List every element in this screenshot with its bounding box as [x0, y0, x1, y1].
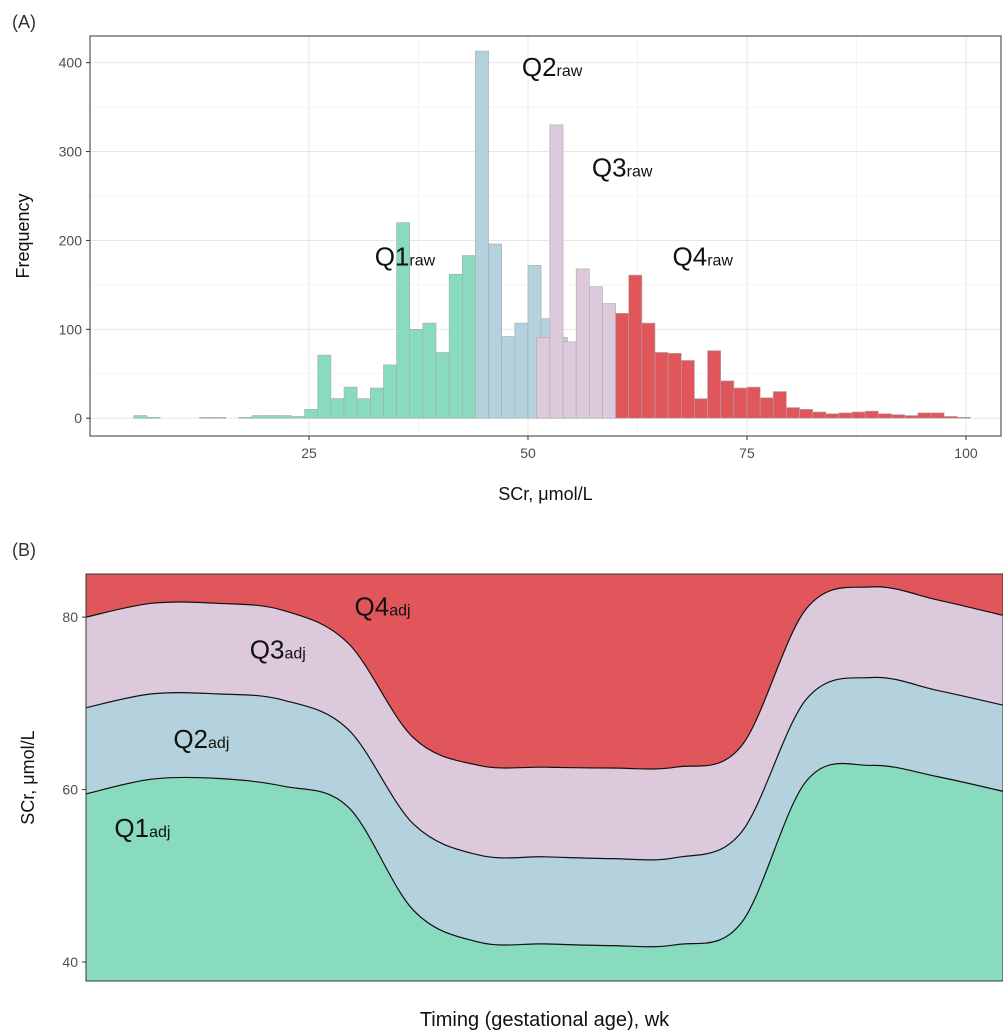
histogram-bar [536, 337, 551, 419]
area-band-q2 [86, 677, 1003, 947]
histogram-bar [851, 411, 866, 419]
histogram-bar [251, 415, 266, 419]
area-band-q1 [86, 763, 1003, 981]
band-label-q2: Q2adj [173, 724, 229, 754]
histogram-bar [370, 387, 384, 419]
histogram-bar [917, 412, 932, 419]
histogram-bar [759, 397, 774, 419]
histogram-bar [212, 417, 227, 419]
histogram-bar [575, 268, 590, 419]
histogram-bar [238, 417, 253, 419]
group-label-q2: Q2raw [522, 52, 583, 82]
histogram-bar [383, 364, 397, 419]
histogram-bar [304, 409, 319, 419]
histogram-bar [772, 391, 787, 419]
histogram-bar [133, 415, 148, 419]
histogram-bar [488, 243, 503, 419]
y-axis-title: SCr, μmol/L [18, 730, 38, 824]
boundary-line-1 [85, 762, 1003, 948]
histogram-bar [799, 409, 813, 419]
panel-a-label: (A) [12, 12, 36, 32]
histogram-bar [278, 415, 292, 419]
histogram-bar [602, 303, 616, 419]
y-tick-label: 400 [59, 55, 83, 71]
histogram-bar [733, 387, 748, 419]
y-tick-label: 40 [62, 954, 78, 970]
y-tick-label: 0 [74, 410, 82, 426]
band-label-q1: Q1adj [114, 813, 170, 843]
histogram-bar [680, 360, 695, 419]
histogram-bar [786, 407, 800, 419]
histogram-bar [628, 274, 643, 419]
band-label-q4: Q4adj [355, 591, 411, 621]
histogram-bar [409, 329, 424, 419]
boundary-line-2 [85, 676, 1003, 861]
area-chart: Q1adj Q2adj Q3adj Q4adj 40 60 80 Timing (gestat… [18, 573, 1003, 1031]
y-tick-label: 60 [62, 782, 78, 798]
histogram-bar [694, 398, 708, 419]
histogram-chart: Q1raw Q2raw Q3raw Q4raw 25 50 75 100 0 100 200 300 4… [13, 35, 1002, 504]
histogram-bar [435, 352, 450, 419]
histogram-bar [501, 336, 516, 419]
histogram-bar [641, 322, 656, 419]
y-tick-label: 300 [59, 144, 83, 160]
histogram-bar [891, 414, 905, 419]
histogram-bar [878, 413, 892, 419]
histogram-bar [812, 411, 827, 419]
y-tick-label: 200 [59, 232, 83, 248]
histogram-bar [317, 354, 332, 419]
histogram-bar [562, 341, 577, 419]
histogram-bar [864, 410, 879, 419]
histogram-bar [422, 322, 437, 419]
band-label-q3: Q3adj [250, 635, 306, 665]
histogram-bar [904, 415, 919, 419]
histogram-bar [330, 398, 345, 419]
group-label-q3: Q3raw [592, 152, 653, 182]
y-tick-label: 80 [62, 609, 78, 625]
histogram-bar [956, 417, 971, 419]
plot-frame [85, 573, 1003, 982]
histogram-bar [667, 353, 682, 419]
x-axis-title: Timing (gestational age), wk [420, 1009, 670, 1031]
x-tick-label: 100 [954, 445, 978, 461]
histogram-bar [461, 255, 476, 419]
histogram-bar [707, 350, 721, 419]
histogram-bar [838, 412, 853, 419]
histogram-bar [825, 413, 840, 419]
histogram-bar [356, 398, 371, 419]
area-band-q3 [86, 586, 1003, 860]
boundary-line-3 [85, 586, 1003, 770]
histogram-bar [654, 352, 669, 419]
histogram-bar [746, 386, 761, 419]
histogram-bar [146, 417, 161, 419]
group-label-q4: Q4raw [673, 241, 734, 271]
histogram-bar [448, 273, 463, 419]
x-tick-label: 25 [301, 445, 317, 461]
histogram-bar [549, 124, 564, 419]
x-tick-label: 50 [520, 445, 536, 461]
y-tick-label: 100 [59, 321, 83, 337]
area-band-q4 [86, 574, 1003, 769]
histogram-bar [475, 50, 489, 419]
plot-frame [89, 35, 1002, 437]
histogram-bar [343, 386, 358, 419]
x-axis-title: SCr, μmol/L [498, 484, 592, 504]
group-label-q1: Q1raw [375, 241, 436, 271]
histogram-bar [943, 416, 958, 419]
x-tick-label: 75 [739, 445, 755, 461]
y-axis-title: Frequency [13, 193, 33, 278]
histogram-bar [720, 380, 735, 419]
histogram-bar [264, 415, 279, 419]
histogram-bar [930, 412, 945, 419]
histogram-bar [615, 313, 630, 419]
histogram-bar [588, 286, 603, 419]
histogram-bar [396, 222, 411, 419]
histogram-bar [291, 416, 305, 419]
histogram-bar [514, 322, 529, 419]
panel-b-label: (B) [12, 540, 36, 560]
histogram-bar [199, 417, 213, 419]
